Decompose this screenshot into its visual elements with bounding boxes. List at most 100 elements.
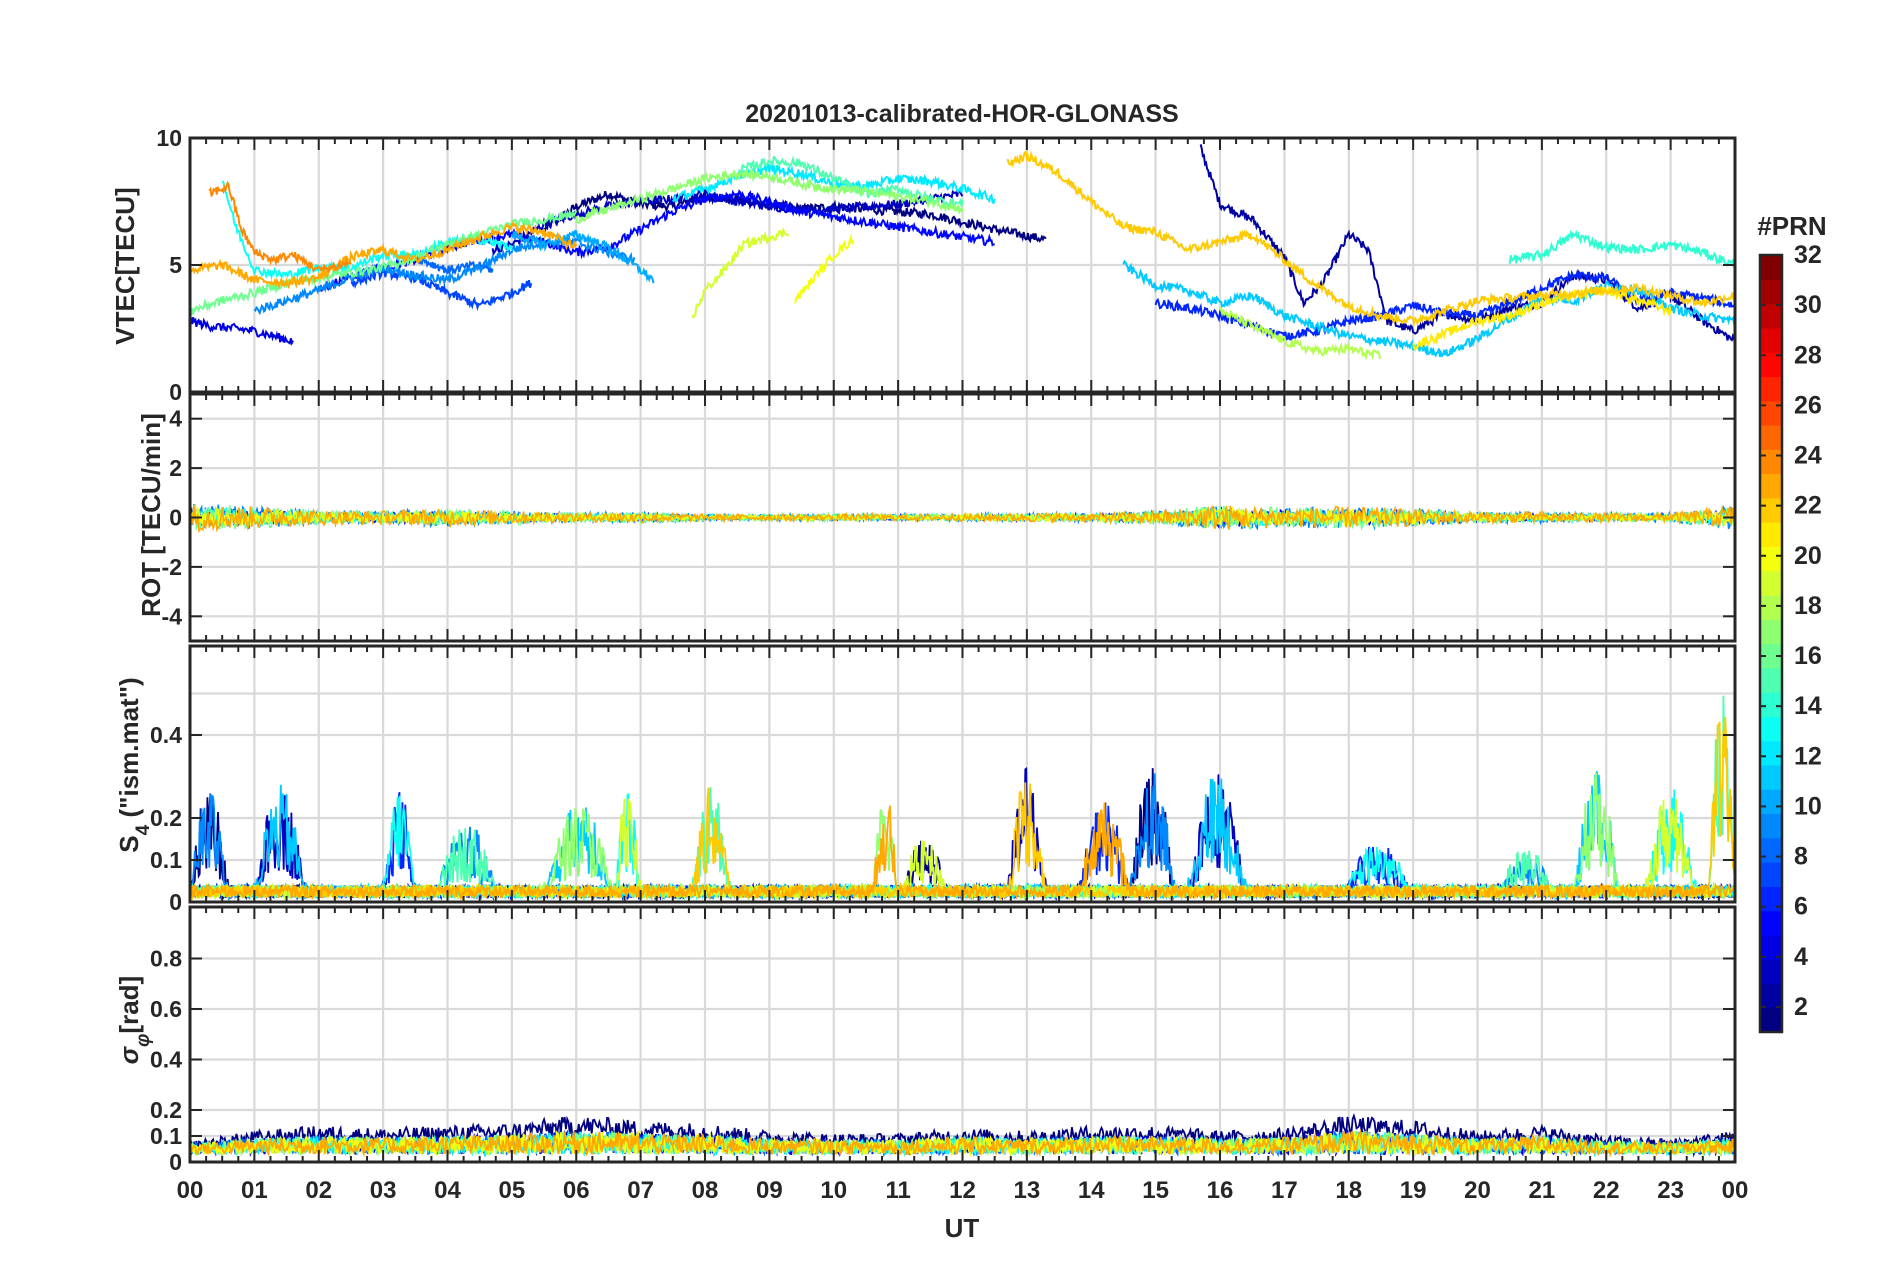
vtec-series-prn-17 <box>575 168 964 224</box>
vtec-series-prn-18 <box>1219 306 1382 361</box>
vtec-series-prn-14 <box>1508 229 1735 269</box>
vtec-panel: 0 5 10 <box>156 125 1737 405</box>
colorbar-segment <box>1760 959 1782 985</box>
colorbar-segment <box>1760 862 1782 887</box>
s4-ytick-label: 0.1 <box>150 847 182 873</box>
rot-ytick-label: -2 <box>162 554 182 580</box>
sigma-phi-ylabel: σφ[rad] <box>114 976 154 1064</box>
x-tick-labels: 00 01 02 03 04 05 06 07 08 09 10 11 12 13 14 15 16 17 18 19… <box>177 1177 1749 1204</box>
x-tick-label: 01 <box>241 1177 268 1204</box>
vtec-series-prn-8 <box>414 255 494 276</box>
colorbar-segment <box>1760 619 1782 645</box>
vtec-series-prn-20 <box>794 233 855 304</box>
x-tick-label: 04 <box>434 1177 461 1204</box>
colorbar-tick-label: 20 <box>1794 542 1822 570</box>
colorbar-segment <box>1760 424 1782 450</box>
x-tick-label: 02 <box>305 1177 332 1204</box>
colorbar-segment <box>1760 546 1782 572</box>
rot-panel: -4 -2 0 2 4 <box>162 392 1737 643</box>
x-tick-label: 00 <box>177 1177 204 1204</box>
colorbar-tick-label: 14 <box>1794 692 1822 720</box>
rot-ytick-label: -4 <box>162 603 183 629</box>
x-tick-label: 15 <box>1142 1177 1169 1204</box>
colorbar-segment <box>1760 692 1782 717</box>
s4-grid <box>188 646 1737 902</box>
colorbar-segment <box>1760 570 1782 596</box>
vtec-series-prn-13 <box>221 180 513 281</box>
sigma-phi-ytick-label: 0.6 <box>150 996 182 1022</box>
colorbar-segment <box>1760 303 1782 329</box>
vtec-series-prn-10 <box>511 229 655 284</box>
x-axis-label: UT <box>945 1213 980 1243</box>
vtec-ytick-label: 5 <box>169 252 182 278</box>
rot-ylabel: ROT [TECU/min] <box>136 413 166 617</box>
rot-plot-area <box>190 503 1735 533</box>
rot-ytick-label: 2 <box>169 455 182 481</box>
colorbar-segment <box>1760 376 1782 402</box>
colorbar-segment <box>1760 764 1782 790</box>
x-tick-label: 11 <box>885 1177 910 1204</box>
s4-ylabel: S4 ("ism.mat") <box>114 677 154 852</box>
x-tick-label: 19 <box>1400 1177 1427 1204</box>
x-tick-label: 22 <box>1593 1177 1620 1204</box>
colorbar-tick-label: 2 <box>1794 993 1808 1021</box>
vtec-series-prn-2 <box>1199 144 1735 343</box>
colorbar-tick-label: 26 <box>1794 391 1822 419</box>
vtec-series-prn-7 <box>350 265 533 312</box>
colorbar-segment <box>1760 789 1782 815</box>
colorbar-tick-label: 22 <box>1794 492 1822 520</box>
x-tick-label: 17 <box>1271 1177 1298 1204</box>
x-tick-label: 03 <box>370 1177 397 1204</box>
x-tick-label: 23 <box>1657 1177 1684 1204</box>
s4-ytick-label: 0 <box>169 889 182 915</box>
x-tick-label: 10 <box>820 1177 847 1204</box>
colorbar-tick-label: 28 <box>1794 341 1822 369</box>
rot-ytick-label: 4 <box>169 406 182 432</box>
chart-title: 20201013-calibrated-HOR-GLONASS <box>745 100 1178 128</box>
x-tick-label: 06 <box>563 1177 590 1204</box>
vtec-series-prn-4 <box>190 317 294 346</box>
colorbar-segment <box>1760 813 1782 839</box>
x-tick-label: 09 <box>756 1177 783 1204</box>
x-tick-label: 13 <box>1014 1177 1041 1204</box>
sigma-phi-ytick-label: 0.8 <box>150 946 182 972</box>
sigma-phi-ytick-label: 0.1 <box>150 1123 182 1149</box>
vtec-plot-area <box>190 144 1735 361</box>
colorbar-frame <box>1758 253 1784 1034</box>
s4-panel: 0 0.1 0.2 0.4 <box>150 644 1737 915</box>
colorbar-tick-label: 32 <box>1794 241 1822 269</box>
sigma-phi-ytick-label: 0.2 <box>150 1097 182 1123</box>
colorbar-tick-label: 24 <box>1794 442 1822 470</box>
colorbar-tick-label: 30 <box>1794 291 1822 319</box>
vtec-ylabel: VTEC[TECU] <box>110 187 140 344</box>
vtec-series-prn-23 <box>190 220 578 290</box>
vtec-series-prn-15 <box>736 155 964 210</box>
x-tick-label: 00 <box>1722 1177 1749 1204</box>
colorbar-segment <box>1760 643 1782 669</box>
colorbar-segment <box>1760 400 1782 426</box>
colorbar-tick-label: 10 <box>1794 792 1822 820</box>
colorbar-segment <box>1760 522 1782 547</box>
colorbar-label: #PRN <box>1757 211 1826 241</box>
colorbar-segment <box>1760 255 1782 280</box>
vtec-ytick-label: 10 <box>156 125 182 151</box>
sigma-phi-panel: 00.10.2 0.4 0.6 0.8 <box>150 905 1737 1175</box>
colorbar-segment <box>1760 667 1782 693</box>
x-tick-label: 05 <box>499 1177 526 1204</box>
vtec-series-prn-19 <box>691 226 790 319</box>
rot-ytick-label: 0 <box>169 505 182 531</box>
colorbar-segment <box>1760 983 1782 1009</box>
vtec-series-prn-11 <box>1122 259 1735 358</box>
colorbar-segment <box>1760 740 1782 766</box>
colorbar-segment <box>1760 352 1782 378</box>
rot-series-prn-23 <box>190 504 1735 533</box>
x-tick-label: 08 <box>692 1177 719 1204</box>
colorbar-tick-label: 18 <box>1794 592 1822 620</box>
colorbar-segment <box>1760 716 1782 742</box>
x-tick-label: 12 <box>949 1177 976 1204</box>
s4-ytick-label: 0.2 <box>150 805 182 831</box>
sigma-phi-ytick-label: 0.4 <box>150 1047 182 1073</box>
colorbar-segment <box>1760 327 1782 353</box>
colorbar-segment <box>1760 449 1782 475</box>
